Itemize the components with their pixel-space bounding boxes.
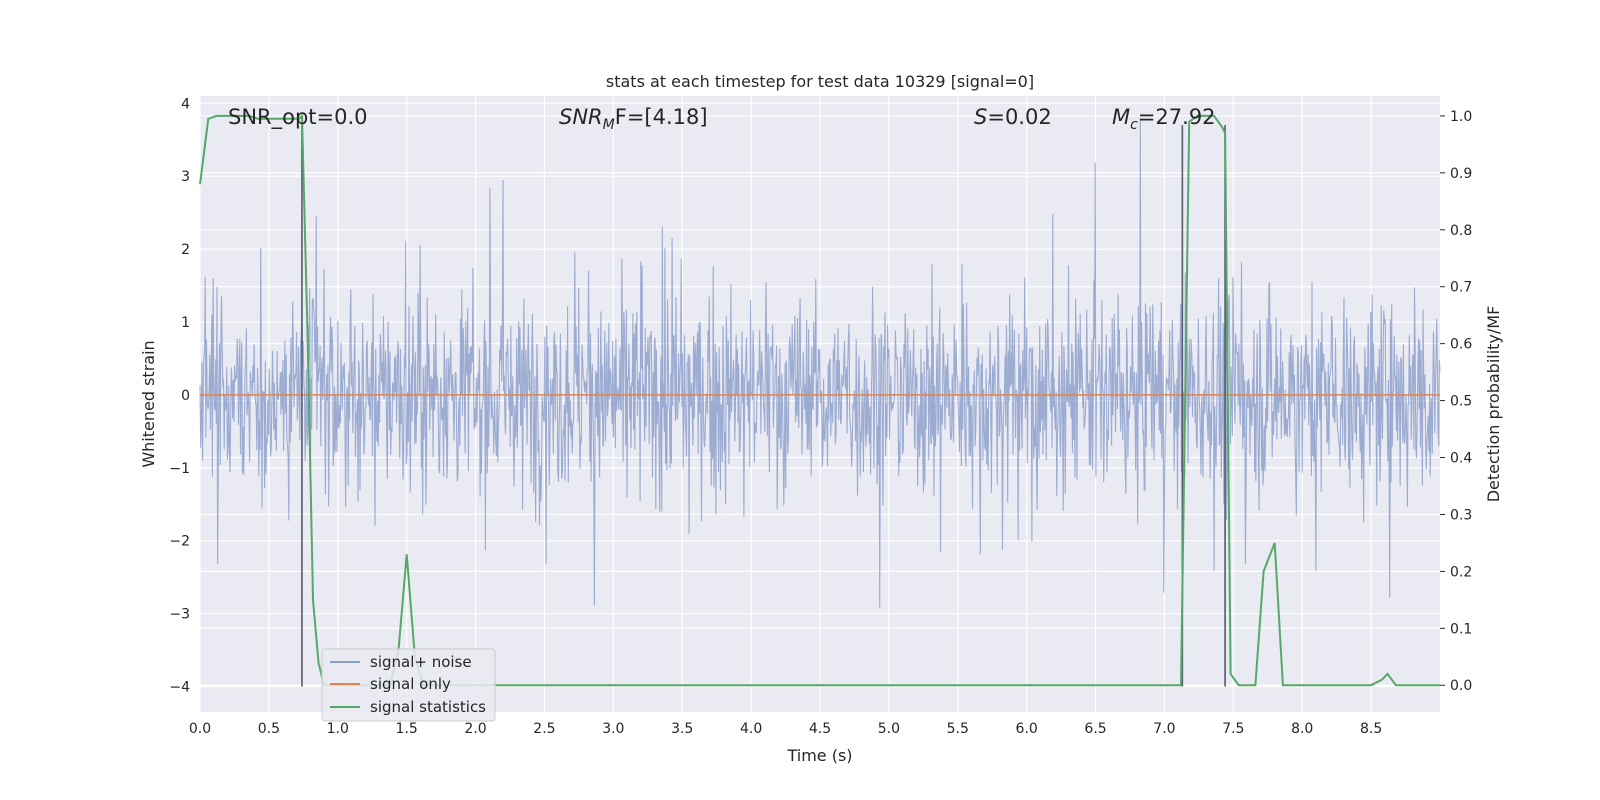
- y-tick-label-7: 3: [181, 169, 190, 185]
- y2-tick-label-6: 0.6: [1450, 337, 1472, 353]
- x-tick-label-4: 2.0: [464, 721, 486, 737]
- x-axis-label: Time (s): [786, 746, 852, 765]
- y2-tick-label-4: 0.4: [1450, 451, 1472, 467]
- legend-label-signal-only: signal only: [370, 675, 451, 693]
- legend-label-signal-noise: signal+ noise: [370, 653, 472, 671]
- x-tick-label-10: 5.0: [878, 721, 900, 737]
- y2-tick-label-9: 0.9: [1450, 166, 1472, 182]
- x-tick-label-13: 6.5: [1084, 721, 1106, 737]
- y-tick-label-2: −2: [169, 534, 190, 550]
- y-tick-label-5: 1: [181, 315, 190, 331]
- x-tick-label-7: 3.5: [671, 721, 693, 737]
- x-tick-label-2: 1.0: [327, 721, 349, 737]
- y2-axis-ticks: 0.0 0.1 0.2 0.3 0.4 0.5 0.6 0.7 0.8 0.9 1.0: [1440, 109, 1472, 694]
- y2-tick-label-7: 0.7: [1450, 280, 1472, 296]
- y-tick-label-4: 0: [181, 388, 190, 404]
- legend: signal+ noise signal only signal statist…: [321, 648, 496, 722]
- y2-axis-label: Detection probability/MF: [1484, 306, 1503, 503]
- series-signal-noise: [199, 117, 1441, 608]
- x-tick-label-0: 0.0: [189, 721, 211, 737]
- x-tick-label-8: 4.0: [740, 721, 762, 737]
- legend-label-signal-statistics: signal statistics: [370, 698, 486, 716]
- x-tick-label-6: 3.0: [602, 721, 624, 737]
- x-tick-label-15: 7.5: [1222, 721, 1244, 737]
- x-tick-label-16: 8.0: [1291, 721, 1313, 737]
- legend-box: [321, 648, 496, 722]
- y-axis-ticks: −4 −3 −2 −1 0 1 2 3 4: [169, 96, 190, 695]
- annotation-snr-mf: SNRMF=[4.18]: [559, 105, 708, 133]
- y2-tick-label-1: 0.1: [1450, 621, 1472, 637]
- y2-tick-label-8: 0.8: [1450, 223, 1472, 239]
- chart-title: stats at each timestep for test data 103…: [606, 72, 1034, 91]
- signal-noise-line: [199, 117, 1441, 608]
- y2-tick-label-3: 0.3: [1450, 507, 1472, 523]
- y-tick-label-0: −4: [169, 679, 190, 695]
- x-tick-label-5: 2.5: [533, 721, 555, 737]
- y-tick-label-6: 2: [181, 242, 190, 258]
- x-tick-label-14: 7.0: [1153, 721, 1175, 737]
- y2-tick-label-0: 0.0: [1450, 678, 1472, 694]
- y-tick-label-3: −1: [169, 461, 190, 477]
- annotation-s: S=0.02: [974, 105, 1052, 129]
- x-tick-label-1: 0.5: [258, 721, 280, 737]
- y2-tick-label-2: 0.2: [1450, 564, 1472, 580]
- x-tick-label-3: 1.5: [396, 721, 418, 737]
- x-axis-ticks: 0.0 0.5 1.0 1.5 2.0 2.5 3.0 3.5 4.0 4.5 5.0 5.5 6.0 6…: [189, 721, 1382, 737]
- annotation-mc: Mc=27.92: [1112, 105, 1216, 133]
- y-axis-label: Whitened strain: [139, 340, 158, 467]
- x-tick-label-12: 6.0: [1016, 721, 1038, 737]
- annotation-snr-opt: SNR_opt=0.0: [228, 105, 368, 130]
- x-tick-label-9: 4.5: [809, 721, 831, 737]
- y2-tick-label-10: 1.0: [1450, 109, 1472, 125]
- y-tick-label-8: 4: [181, 96, 190, 112]
- x-tick-label-11: 5.5: [947, 721, 969, 737]
- y2-tick-label-5: 0.5: [1450, 394, 1472, 410]
- y-tick-label-1: −3: [169, 607, 190, 623]
- x-tick-label-17: 8.5: [1360, 721, 1382, 737]
